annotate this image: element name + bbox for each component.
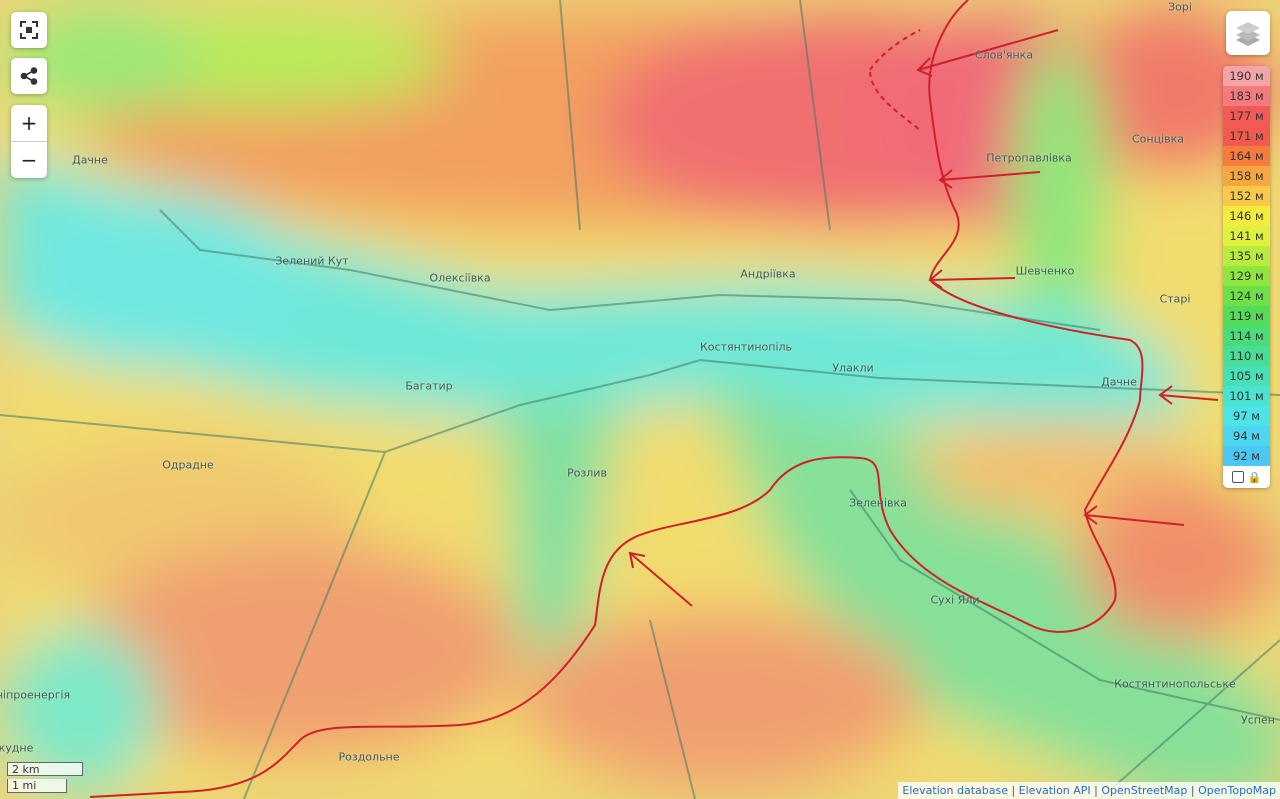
place-label: Шевченко bbox=[1015, 264, 1075, 278]
legend-item: 135 м bbox=[1223, 246, 1270, 266]
legend-item: 141 м bbox=[1223, 226, 1270, 246]
place-label: ніпроенергія bbox=[0, 688, 71, 702]
legend-lock-checkbox[interactable] bbox=[1231, 471, 1244, 483]
place-label: Костянтинопіль bbox=[699, 340, 793, 354]
attribution-openstreetmap[interactable]: OpenStreetMap bbox=[1101, 784, 1188, 797]
place-label: Сонцівка bbox=[1131, 132, 1185, 146]
place-label: Андріївка bbox=[740, 267, 796, 281]
legend-item: 110 м bbox=[1223, 346, 1270, 366]
attribution: Elevation database | Elevation API | Ope… bbox=[898, 782, 1280, 799]
place-label: Одрадне bbox=[162, 458, 214, 472]
place-label: Роздольне bbox=[338, 750, 400, 764]
legend-item: 94 м bbox=[1223, 426, 1270, 446]
attribution-elevation-database[interactable]: Elevation database bbox=[902, 784, 1008, 797]
zoom-in-button[interactable]: + bbox=[20, 111, 38, 135]
zoom-control: + − bbox=[11, 105, 47, 178]
legend-item: 114 м bbox=[1223, 326, 1270, 346]
place-label: Дачне bbox=[72, 153, 108, 167]
place-label: Зорі bbox=[1168, 0, 1192, 14]
place-label: Успен bbox=[1241, 713, 1275, 727]
fullscreen-button[interactable] bbox=[11, 12, 47, 48]
legend-item: 119 м bbox=[1223, 306, 1270, 326]
legend-item: 97 м bbox=[1223, 406, 1270, 426]
scale-imperial: 1 mi bbox=[7, 779, 67, 793]
attribution-elevation-api[interactable]: Elevation API bbox=[1018, 784, 1091, 797]
fullscreen-icon bbox=[11, 12, 47, 48]
share-icon bbox=[11, 58, 47, 94]
legend-item: 164 м bbox=[1223, 146, 1270, 166]
share-button[interactable] bbox=[11, 58, 47, 94]
place-label: Улакли bbox=[832, 361, 874, 375]
layers-button[interactable] bbox=[1226, 11, 1270, 55]
layers-icon bbox=[1236, 22, 1260, 46]
place-label: Дачне bbox=[1101, 375, 1137, 389]
place-label: Петропавлівка bbox=[986, 151, 1072, 165]
place-label: Олексіївка bbox=[429, 271, 491, 285]
attribution-opentopomap[interactable]: OpenTopoMap bbox=[1198, 784, 1276, 797]
legend-item: 105 м bbox=[1223, 366, 1270, 386]
elevation-legend: 190 м 183 м 177 м 171 м 164 м 158 м 152 м 146 м… bbox=[1223, 66, 1270, 488]
legend-item: 152 м bbox=[1223, 186, 1270, 206]
place-label: Розлив bbox=[567, 466, 607, 480]
place-label: кудне bbox=[0, 741, 34, 755]
legend-item: 158 м bbox=[1223, 166, 1270, 186]
legend-item: 183 м bbox=[1223, 86, 1270, 106]
place-label: Зеленівка bbox=[849, 496, 907, 510]
legend-item: 124 м bbox=[1223, 286, 1270, 306]
lock-icon: 🔒 bbox=[1247, 470, 1262, 484]
place-label: Старі bbox=[1159, 292, 1191, 306]
scale-metric: 2 km bbox=[7, 762, 83, 776]
place-label: Багатир bbox=[405, 379, 453, 393]
place-label: Зелений Кут bbox=[275, 254, 349, 268]
legend-item: 129 м bbox=[1223, 266, 1270, 286]
legend-item: 146 м bbox=[1223, 206, 1270, 226]
legend-item: 190 м bbox=[1223, 66, 1270, 86]
place-label: Слов'янка bbox=[974, 48, 1034, 62]
place-label: Сухі Яли bbox=[930, 593, 980, 607]
attack-arrows bbox=[628, 29, 1219, 607]
legend-item: 92 м bbox=[1223, 446, 1270, 466]
legend-item: 177 м bbox=[1223, 106, 1270, 126]
place-label: Костянтинопольське bbox=[1114, 677, 1236, 691]
legend-item: 171 м bbox=[1223, 126, 1270, 146]
legend-item: 101 м bbox=[1223, 386, 1270, 406]
zoom-out-button[interactable]: − bbox=[20, 148, 38, 172]
